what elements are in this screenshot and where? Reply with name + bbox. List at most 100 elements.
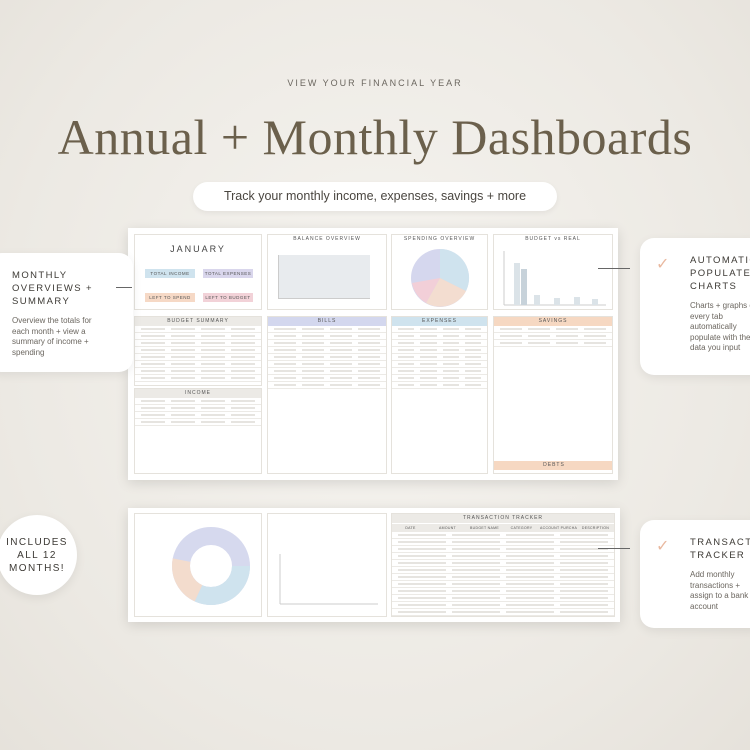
cell-fill [556,328,578,330]
column-header: CATEGORY [510,526,533,530]
table-row [392,546,614,553]
cell-fill [506,569,554,571]
cell-fill [358,384,380,386]
table-rows [135,326,261,382]
table-row [135,340,261,347]
cell-fill [506,576,554,578]
cell-fill [231,335,255,337]
panel-title: DEBTS [494,461,612,470]
cell-fill [398,356,415,358]
cell-fill [500,342,522,344]
cell-fill [330,349,352,351]
bar [554,298,560,305]
cell-fill [420,335,437,337]
cell-fill [330,363,352,365]
bar [592,299,598,305]
budget-real-panel: BUDGET vs REAL [493,234,613,310]
cell-fill [231,400,255,402]
cell-fill [201,335,225,337]
spending-panel: SPENDING OVERVIEW [391,234,488,310]
table-row [135,347,261,354]
cell-fill [274,342,296,344]
cell-fill [201,342,225,344]
month-name: JANUARY [170,244,226,254]
cell-fill [452,548,500,550]
cell-fill [560,555,608,557]
panel-title: TRANSACTION TRACKER [392,514,614,523]
cell-fill [358,363,380,365]
table-row [392,602,614,609]
cell-fill [141,370,165,372]
cell-fill [141,400,165,402]
cell-fill [420,356,437,358]
table-row [494,333,612,340]
cell-fill [398,541,446,543]
cell-fill [560,590,608,592]
column-header: BUDGET NAME [470,526,499,530]
cell-fill [274,349,296,351]
column-header: AMOUNT [439,526,456,530]
cell-fill [201,370,225,372]
callout-title: MONTHLY OVERVIEWS + SUMMARY [12,270,93,307]
cell-fill [171,349,195,351]
table-row [392,340,487,347]
cell-fill [201,349,225,351]
savings-panel: SAVINGS DEBTS [493,316,613,474]
cell-fill [141,349,165,351]
panel-title: BUDGET vs REAL [525,236,581,242]
cell-fill [274,335,296,337]
cell-fill [442,328,459,330]
cell-fill [302,370,324,372]
badge-text: INCLUDES ALL 12 MONTHS! [6,536,68,574]
table-row [135,398,261,405]
cell-fill [556,335,578,337]
cell-fill [171,356,195,358]
cell-fill [330,342,352,344]
annual-dashboard: TRANSACTION TRACKER DATE AMOUNT BUDGET NAM… [128,508,620,622]
table-row [392,368,487,375]
cell-fill [201,328,225,330]
table-row [392,333,487,340]
cell-fill [302,356,324,358]
cell-fill [201,356,225,358]
bar-chart [503,251,606,306]
cell-fill [398,562,446,564]
column-header: ACCOUNT PURCHASED [540,526,577,530]
cell-fill [442,335,459,337]
transaction-panel: TRANSACTION TRACKER DATE AMOUNT BUDGET NAM… [391,513,615,617]
cell-fill [452,576,500,578]
table-row [135,368,261,375]
table-row [268,382,386,389]
cell-fill [420,384,437,386]
table-row [268,347,386,354]
cell-fill [420,349,437,351]
table-row [392,539,614,546]
cell-fill [398,583,446,585]
cell-fill [274,363,296,365]
donut-ring [172,527,250,605]
cell-fill [358,328,380,330]
cell-fill [201,363,225,365]
cell-fill [358,356,380,358]
table-row [392,532,614,539]
cell-fill [358,335,380,337]
cell-fill [231,342,255,344]
cell-fill [452,597,500,599]
pie-slice [426,278,466,307]
cell-fill [560,534,608,536]
cell-fill [442,377,459,379]
cell-fill [452,562,500,564]
table-row [268,368,386,375]
panel-title: SAVINGS [494,317,612,326]
table-row [392,553,614,560]
table-row [268,340,386,347]
total-tag: LEFT TO BUDGET [203,293,253,302]
cell-fill [398,548,446,550]
cell-fill [330,370,352,372]
cell-fill [231,363,255,365]
cell-fill [141,342,165,344]
callout-card: ✓ TRANSACTION TRACKER Add monthly transa… [640,520,750,628]
table-row [392,560,614,567]
cell-fill [452,569,500,571]
cell-fill [141,363,165,365]
